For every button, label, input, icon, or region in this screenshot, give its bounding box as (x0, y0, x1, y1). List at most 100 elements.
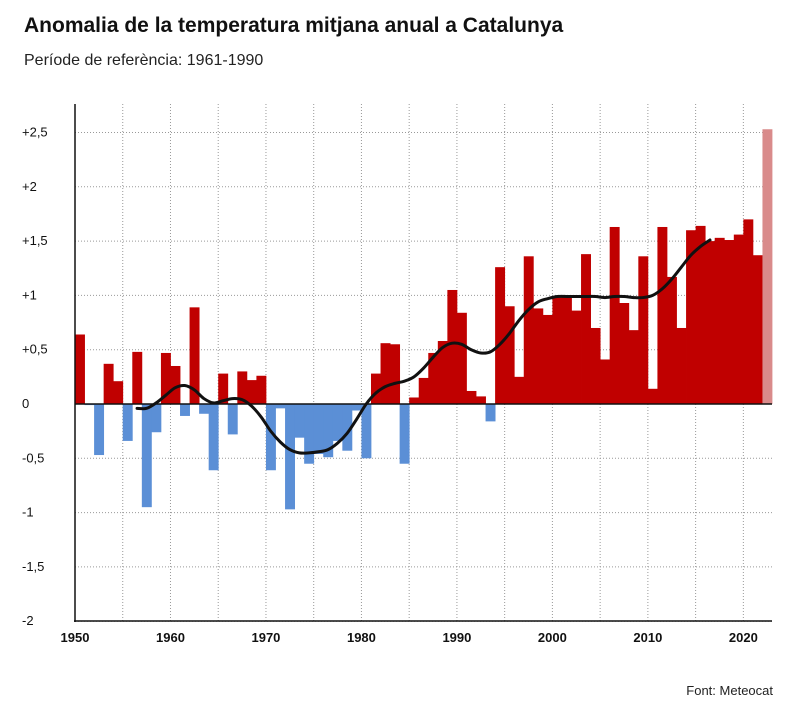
y-tick-label: +1 (22, 287, 37, 302)
bar-1965 (218, 373, 229, 404)
x-tick-label: 1990 (442, 630, 471, 645)
bar-1988 (437, 341, 448, 404)
bar-2015 (695, 225, 706, 404)
y-tick-label: +2 (22, 179, 37, 194)
bar-1995 (504, 306, 515, 404)
bar-1979 (351, 404, 362, 411)
bar-1983 (390, 344, 401, 404)
bar-1982 (380, 343, 391, 404)
bar-2021 (752, 255, 763, 404)
bar-2022 (762, 129, 773, 404)
bar-2010 (647, 388, 658, 404)
bar-2001 (561, 295, 572, 404)
y-tick-label: +0,5 (22, 342, 48, 357)
bar-2008 (628, 330, 639, 404)
bar-1970 (265, 404, 276, 471)
trend-series (135, 238, 712, 455)
chart-title: Anomalia de la temperatura mitjana anual… (24, 14, 564, 37)
bar-2020 (743, 219, 754, 404)
bar-2002 (571, 310, 582, 404)
bar-2013 (676, 327, 687, 404)
x-tick-label: 1970 (251, 630, 280, 645)
bar-1959 (160, 352, 171, 404)
bar-1967 (237, 371, 248, 404)
bar-2009 (638, 256, 649, 404)
axes (74, 104, 772, 622)
bar-1961 (180, 404, 190, 416)
bar-1991 (466, 390, 477, 404)
bar-1968 (246, 380, 257, 404)
bar-1992 (476, 396, 486, 404)
bar-1993 (485, 404, 496, 422)
bar-1962 (189, 307, 200, 404)
bar-2019 (733, 234, 744, 404)
bar-1997 (523, 256, 534, 404)
bar-1972 (285, 404, 296, 510)
bar-1956 (132, 351, 143, 404)
bar-series (75, 129, 773, 510)
bar-1980 (361, 404, 372, 459)
bar-1986 (418, 377, 429, 404)
bar-1975 (313, 404, 324, 454)
bar-1987 (428, 352, 439, 404)
bar-2014 (686, 230, 697, 404)
y-tick-label: -1,5 (22, 559, 44, 574)
bar-2016 (705, 241, 716, 404)
bar-2000 (552, 297, 563, 404)
bar-1996 (514, 376, 525, 404)
y-tick-label: 0 (22, 396, 29, 411)
bar-2003 (581, 254, 591, 404)
x-tick-label: 1980 (347, 630, 376, 645)
bar-1990 (456, 312, 467, 404)
x-tick-label: 1950 (61, 630, 90, 645)
bar-1985 (409, 397, 420, 404)
chart-subtitle: Període de referència: 1961-1990 (24, 52, 264, 69)
bar-2018 (724, 240, 735, 404)
bar-2012 (666, 276, 677, 404)
bar-1960 (170, 365, 181, 404)
bar-2007 (619, 303, 630, 404)
bar-1999 (542, 314, 553, 404)
bar-1973 (294, 404, 305, 438)
y-tick-label: -0,5 (22, 450, 44, 465)
bar-1955 (122, 404, 133, 441)
bar-2005 (600, 359, 611, 404)
bar-1978 (342, 404, 353, 451)
x-tick-label: 2000 (538, 630, 567, 645)
bar-1966 (227, 404, 238, 435)
bar-1963 (199, 404, 210, 414)
y-tick-label: -2 (22, 613, 34, 628)
y-tick-label: +2,5 (22, 125, 48, 140)
bar-1969 (256, 375, 267, 404)
bar-1954 (113, 381, 124, 404)
y-tick-label: +1,5 (22, 233, 48, 248)
source-note: Font: Meteocat (686, 683, 773, 698)
bar-1957 (141, 404, 152, 508)
bar-2004 (590, 327, 601, 404)
x-tick-labels: 1950 1960 1970 1980 1990 2000 2010 2020 (61, 630, 758, 645)
bar-1994 (495, 267, 506, 404)
bar-1976 (323, 404, 334, 458)
bar-1964 (208, 404, 219, 471)
x-tick-label: 2010 (633, 630, 662, 645)
bar-1974 (304, 404, 315, 464)
bar-2017 (714, 237, 725, 404)
y-tick-labels: +2,5 +2 +1,5 +1 +0,5 0 -0,5 -1 -1,5 -2 (22, 125, 48, 629)
x-tick-label: 2020 (729, 630, 758, 645)
bar-1953 (103, 363, 114, 404)
bar-1952 (94, 404, 105, 456)
bar-1984 (399, 404, 410, 464)
y-tick-label: -1 (22, 505, 34, 520)
bar-1958 (151, 404, 162, 433)
bar-1977 (332, 404, 343, 441)
trend-line (135, 238, 712, 455)
bar-1981 (370, 373, 381, 404)
bar-1998 (533, 308, 544, 404)
bar-1950 (75, 334, 85, 404)
bar-1971 (275, 404, 286, 409)
bar-2006 (609, 226, 620, 404)
bar-2011 (657, 226, 668, 404)
bar-1989 (447, 289, 458, 404)
x-tick-label: 1960 (156, 630, 185, 645)
